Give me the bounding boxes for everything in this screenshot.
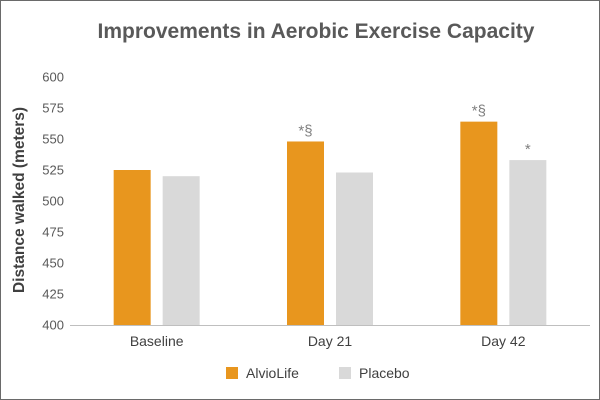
y-tick-label: 575 — [42, 101, 64, 116]
legend-swatch-alviolife — [226, 367, 238, 379]
y-tick-label: 400 — [42, 318, 64, 333]
y-tick-label: 525 — [42, 163, 64, 178]
significance-marker: * — [525, 141, 531, 158]
y-axis-label: Distance walked (meters) — [11, 107, 28, 293]
bar-alviolife-2 — [460, 121, 498, 325]
legend-label-alviolife: AlvioLife — [246, 365, 299, 381]
bar-alviolife-1 — [287, 141, 324, 325]
y-tick-label: 550 — [42, 132, 64, 147]
legend-swatch-placebo — [339, 367, 351, 379]
legend-label-placebo: Placebo — [359, 365, 410, 381]
y-tick-label: 425 — [42, 287, 64, 302]
bar-placebo-0 — [162, 176, 200, 325]
significance-marker: *§ — [472, 103, 486, 120]
significance-marker: *§ — [298, 122, 312, 139]
x-tick-label: Day 21 — [308, 333, 353, 349]
y-tick-label: 450 — [42, 256, 64, 271]
axis-layer: 400 425 450 475 500 525 550 575 600 Baseline Day 2… — [42, 70, 590, 349]
y-tick-label: 600 — [42, 70, 64, 85]
y-tick-label: 475 — [42, 225, 64, 240]
bar-alviolife-0 — [113, 170, 151, 325]
x-tick-label: Day 42 — [481, 333, 526, 349]
bars-layer: *§ *§ * — [113, 103, 547, 325]
legend: AlvioLife Placebo — [226, 365, 410, 381]
bar-placebo-1 — [336, 172, 373, 325]
x-tick-label: Baseline — [130, 333, 184, 349]
chart-title: Improvements in Aerobic Exercise Capacit… — [98, 20, 535, 43]
y-tick-label: 500 — [42, 194, 64, 209]
bar-placebo-2 — [509, 160, 547, 325]
